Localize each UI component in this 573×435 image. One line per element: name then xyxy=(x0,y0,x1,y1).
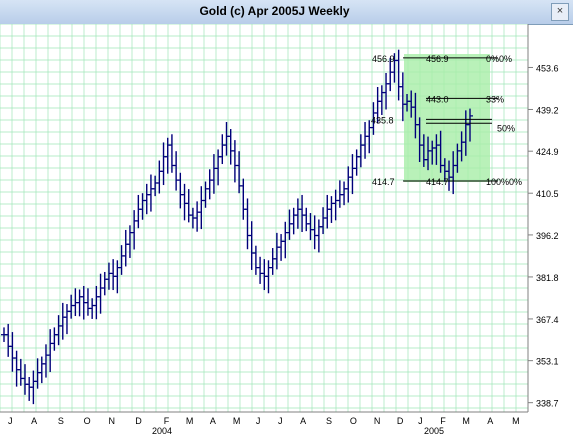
x-year-label: 2004 xyxy=(152,426,172,435)
y-tick-label: 338.7 xyxy=(536,399,559,409)
chart-title: Gold (c) Apr 2005J Weekly xyxy=(199,4,350,18)
x-month-label: M xyxy=(512,416,520,426)
x-month-label: S xyxy=(326,416,332,426)
fib-price-label: 435.8 xyxy=(371,115,394,125)
y-tick-label: 367.4 xyxy=(536,315,559,325)
price-chart: 456.9 435.8 414.7 456.9 443.0 414.7 0%0% 33% 50%… xyxy=(0,24,559,435)
fibonacci-zone xyxy=(404,54,490,182)
close-button[interactable]: × xyxy=(551,3,569,21)
x-month-label: M xyxy=(233,416,241,426)
x-month-label: M xyxy=(186,416,194,426)
fib-price-label: 456.9 xyxy=(372,54,395,64)
x-month-label: N xyxy=(374,416,381,426)
fibonacci-levels: 456.9 435.8 414.7 456.9 443.0 414.7 0%0% 33% 50%… xyxy=(371,54,522,187)
x-month-label: N xyxy=(108,416,115,426)
x-year-label: 2005 xyxy=(424,426,444,435)
x-month-label: J xyxy=(278,416,283,426)
fib-pct-label: 0%0% xyxy=(486,54,512,64)
grid xyxy=(0,24,529,412)
x-month-label: S xyxy=(58,416,64,426)
x-month-label: O xyxy=(350,416,357,426)
y-tick-label: 453.6 xyxy=(536,63,559,73)
y-tick-label: 353.1 xyxy=(536,357,559,367)
y-tick-label: 439.2 xyxy=(536,105,559,115)
fib-pct-label: 100%0% xyxy=(486,177,522,187)
fib-pct-label: 50% xyxy=(497,124,515,134)
x-month-label: F xyxy=(164,416,170,426)
y-tick-label: 424.9 xyxy=(536,147,559,157)
x-month-label: J xyxy=(256,416,261,426)
x-month-label: J xyxy=(418,416,423,426)
fib-pct-label: 33% xyxy=(486,94,504,104)
x-month-label: A xyxy=(487,416,493,426)
fib-line-label: 443.0 xyxy=(426,94,449,104)
y-tick-label: 381.8 xyxy=(536,273,559,283)
x-month-label: J xyxy=(8,416,13,426)
x-month-label: A xyxy=(31,416,37,426)
x-axis: J A S O N D F M A M J J A S O N D J F M A M 2004 2005 xyxy=(8,416,520,435)
x-month-label: D xyxy=(397,416,404,426)
x-month-label: M xyxy=(462,416,470,426)
fib-line-label: 414.7 xyxy=(426,177,449,187)
y-tick-label: 410.5 xyxy=(536,189,559,199)
x-month-label: A xyxy=(300,416,306,426)
x-month-label: O xyxy=(84,416,91,426)
fib-line-label: 456.9 xyxy=(426,54,449,64)
x-month-label: A xyxy=(210,416,216,426)
y-axis: 453.6 439.2 424.9 410.5 396.2 381.8 367.4 353.1… xyxy=(528,63,559,409)
x-month-label: D xyxy=(135,416,142,426)
price-bars xyxy=(1,49,473,405)
fib-price-label: 414.7 xyxy=(372,177,395,187)
y-tick-label: 396.2 xyxy=(536,231,559,241)
x-month-label: F xyxy=(440,416,446,426)
title-bar[interactable]: Gold (c) Apr 2005J Weekly × xyxy=(0,0,573,25)
